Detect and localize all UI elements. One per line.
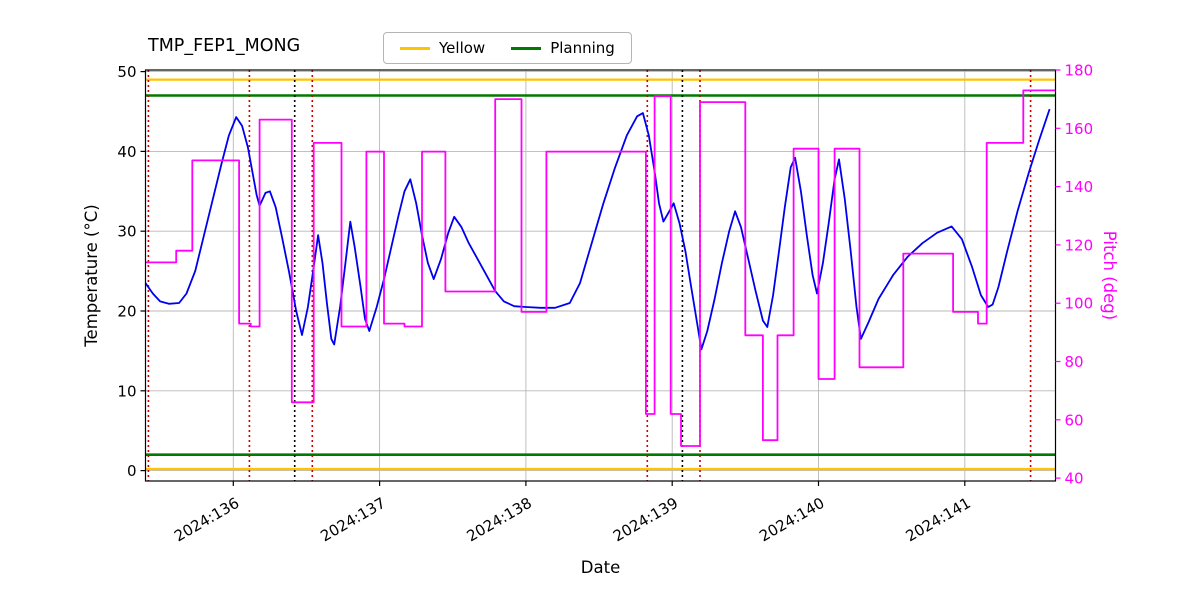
legend: Yellow Planning (383, 32, 632, 64)
left-tick-label: 40 (117, 143, 136, 161)
right-tick-label: 160 (1065, 120, 1094, 138)
left-tick-label: 30 (117, 223, 136, 241)
left-tick-label: 10 (117, 382, 136, 400)
left-tick-label: 0 (127, 462, 137, 480)
right-tick-label: 180 (1065, 62, 1094, 80)
left-tick-label: 20 (117, 303, 136, 321)
right-tick-label: 100 (1065, 295, 1094, 313)
temperature-series (144, 108, 1051, 351)
x-tick-label: 2024:137 (317, 494, 388, 546)
legend-planning-line-sample (511, 46, 542, 50)
x-tick-label: 2024:141 (903, 494, 974, 546)
legend-yellow-label: Yellow (439, 39, 486, 57)
x-tick-label: 2024:139 (610, 494, 681, 546)
x-tick-label: 2024:138 (464, 494, 535, 546)
legend-entry-planning: Planning (511, 39, 615, 57)
plot-border (144, 69, 1057, 482)
y-axis-label-right: Pitch (deg) (1100, 231, 1119, 320)
legend-entry-yellow: Yellow (400, 39, 485, 57)
y-axis-label-left: Temperature (°C) (82, 204, 101, 347)
x-tick-label: 2024:140 (756, 494, 827, 546)
pitch-series (145, 89, 1056, 447)
right-tick-label: 60 (1065, 411, 1084, 429)
x-axis-label: Date (581, 558, 620, 577)
right-tick-label: 80 (1065, 353, 1084, 371)
right-tick-label: 120 (1065, 236, 1094, 254)
chart-title: TMP_FEP1_MONG (148, 36, 301, 56)
right-tick-label: 140 (1065, 178, 1094, 196)
right-tick-label: 40 (1065, 470, 1084, 488)
x-tick-label: 2024:136 (171, 494, 242, 546)
legend-yellow-line-sample (400, 46, 430, 50)
legend-planning-label: Planning (550, 39, 615, 57)
left-tick-label: 50 (117, 63, 136, 81)
